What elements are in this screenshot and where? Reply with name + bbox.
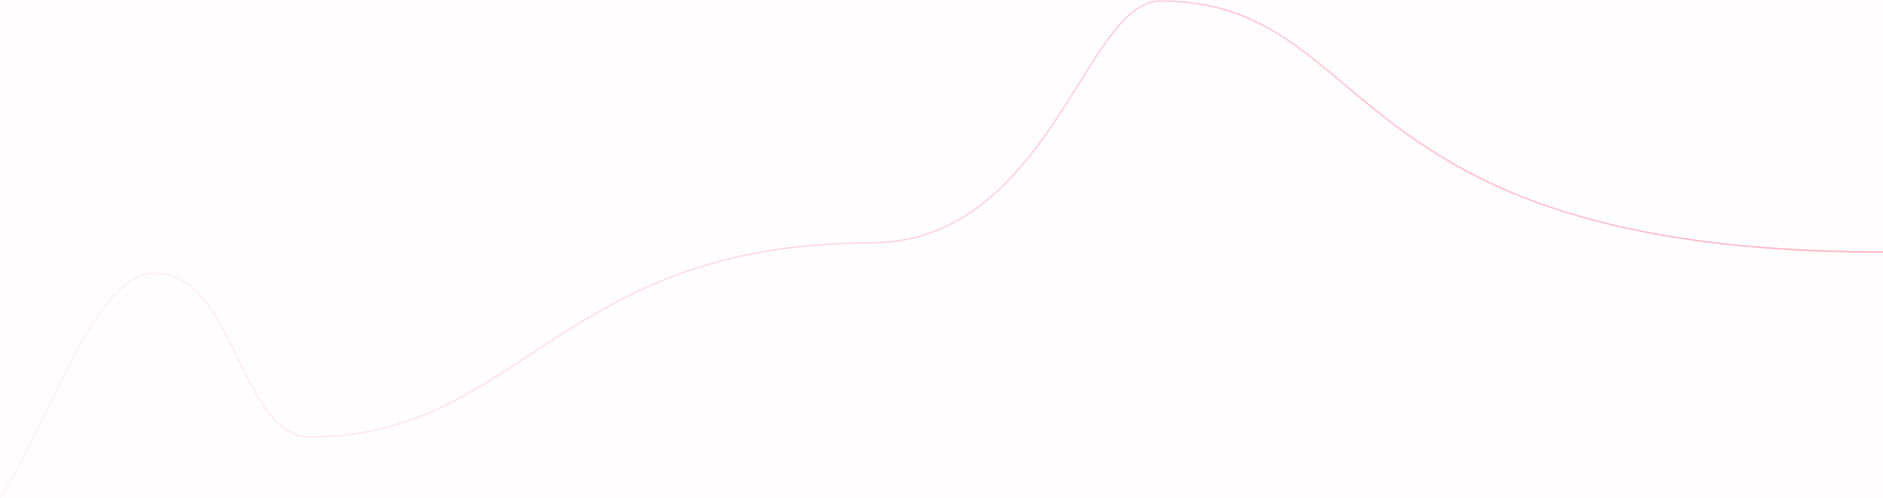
decorative-wave — [0, 0, 1883, 498]
wave-line — [0, 0, 1883, 498]
